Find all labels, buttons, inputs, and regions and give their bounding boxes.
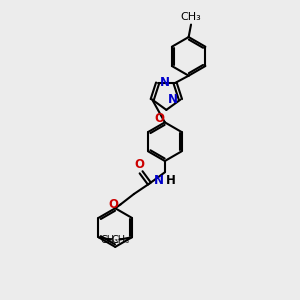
Text: H: H (166, 174, 176, 187)
Text: CH₃: CH₃ (100, 235, 118, 244)
Text: N: N (154, 174, 164, 187)
Text: CH₃: CH₃ (181, 12, 201, 22)
Text: O: O (134, 158, 144, 170)
Text: N: N (160, 76, 170, 89)
Text: N: N (167, 92, 178, 106)
Text: CH₃: CH₃ (112, 235, 130, 244)
Text: O: O (109, 198, 119, 211)
Text: O: O (155, 112, 165, 125)
